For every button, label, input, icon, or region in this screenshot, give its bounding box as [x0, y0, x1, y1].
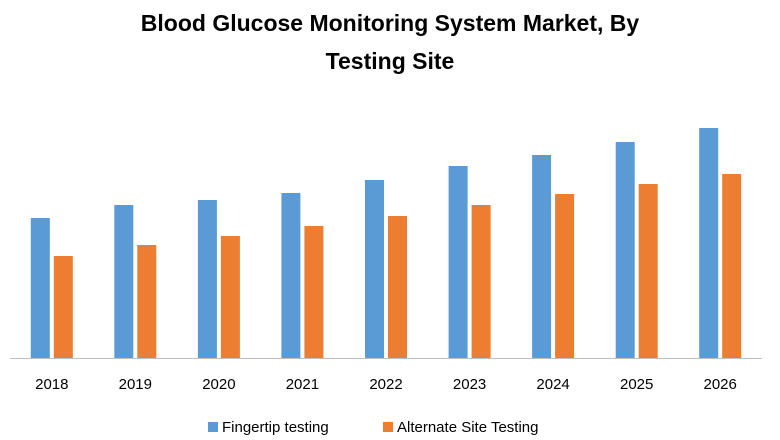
legend-swatch-fingertip [208, 422, 218, 432]
chart-title-line-1: Blood Glucose Monitoring System Market, … [140, 10, 640, 36]
bar-fingertip-2026 [699, 128, 719, 358]
bar-alternate-site-2025 [638, 184, 658, 358]
bar-fingertip-2021 [281, 193, 301, 358]
chart-title: Blood Glucose Monitoring System Market, … [0, 4, 780, 80]
bar-alternate-site-2019 [137, 245, 157, 358]
legend-swatch-alternate-site [383, 422, 393, 432]
x-tick-label-2026: 2026 [704, 376, 737, 393]
bar-alternate-site-2018 [53, 256, 73, 358]
x-tick-label-2019: 2019 [119, 376, 152, 393]
x-tick-label-2021: 2021 [286, 376, 319, 393]
legend-label-alternate-site: Alternate Site Testing [397, 419, 538, 436]
bar-fingertip-2020 [197, 200, 217, 358]
bars-layer [30, 128, 742, 358]
x-tick-label-2024: 2024 [536, 376, 569, 393]
bar-alternate-site-2020 [220, 236, 240, 358]
bar-fingertip-2018 [30, 218, 50, 358]
bar-fingertip-2024 [532, 155, 552, 358]
bar-alternate-site-2024 [555, 194, 575, 358]
bar-alternate-site-2026 [722, 174, 742, 358]
bar-fingertip-2025 [615, 142, 635, 358]
bar-fingertip-2023 [448, 166, 468, 358]
x-tick-label-2018: 2018 [35, 376, 68, 393]
bar-fingertip-2022 [365, 180, 384, 358]
bar-alternate-site-2022 [388, 216, 407, 358]
bar-fingertip-2019 [114, 205, 134, 358]
legend-label-fingertip: Fingertip testing [222, 419, 329, 436]
tick-labels-layer: 2018 2019 2020 2021 2022 2023 2024 2025 2026 [35, 376, 737, 393]
chart-title-line-2: Testing Site [325, 48, 455, 74]
x-tick-label-2022: 2022 [369, 376, 402, 393]
x-tick-label-2020: 2020 [202, 376, 235, 393]
x-tick-label-2023: 2023 [453, 376, 486, 393]
bar-alternate-site-2021 [304, 226, 324, 358]
x-tick-label-2025: 2025 [620, 376, 653, 393]
legend: Fingertip testing Alternate Site Testing [208, 419, 538, 436]
bar-alternate-site-2023 [471, 205, 491, 358]
